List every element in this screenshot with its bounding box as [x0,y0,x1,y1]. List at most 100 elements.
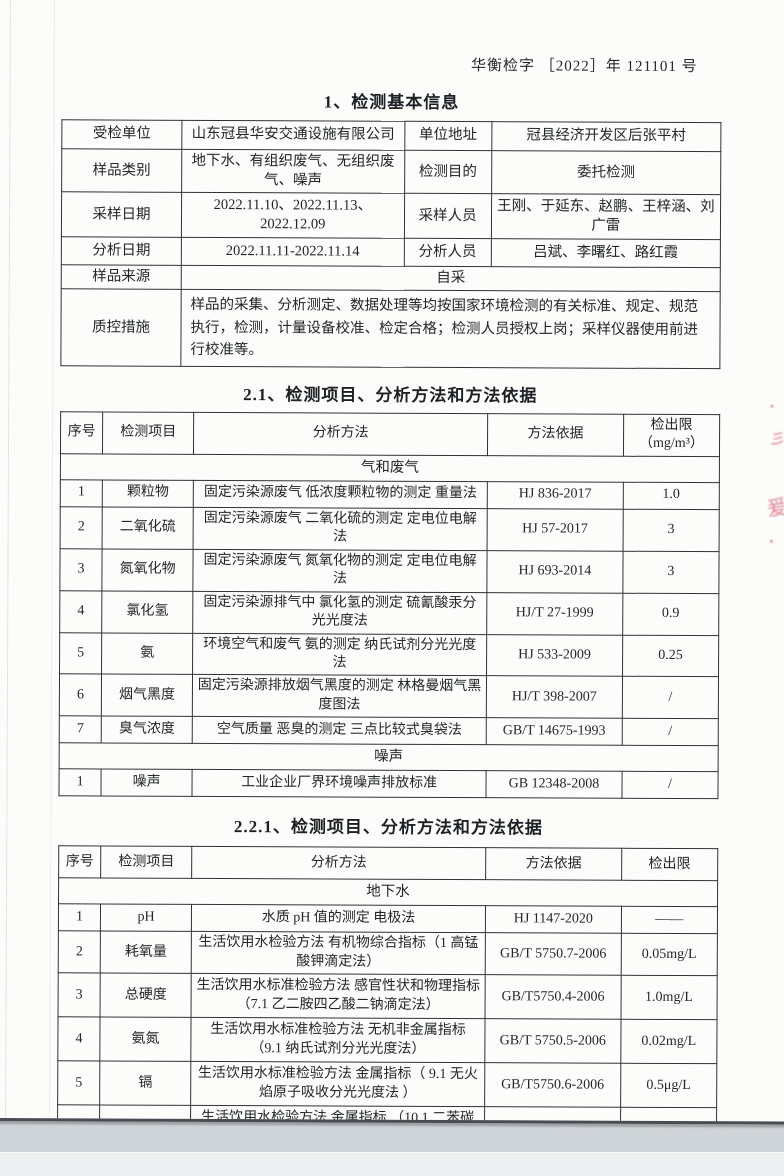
method-standard: GB/T 5750.7-2006 [485,933,622,976]
report-page: ▪ 彡 爰 ▪ 华衡检字 ［2022］年 121101 号 1、检测基本信息 受… [0,0,784,1125]
field-label: 分析日期 [61,237,182,266]
table-row: 2 二氧化硫 固定污染源废气 二氧化硫的测定 定电位电解法 HJ 57-2017… [60,506,720,552]
page-fold-line [5,0,11,1119]
table-row: 7 臭气浓度 空气质量 恶臭的测定 三点比较式臭袋法 GB/T 14675-19… [59,716,719,747]
method-standard: GB/T5750.4-2006 [485,975,621,1020]
red-seal-fragment-icon: ▪ [769,536,774,548]
method-standard: GB/T5750.6-2006 [484,1107,621,1125]
method-standard: GB/T 14675-1993 [486,718,623,746]
item-name: 氨氮 [99,1017,192,1062]
analysis-method: 固定污染源废气 氮氧化物的测定 定电位电解法 [192,549,488,593]
group-label: 气和废气 [60,453,720,483]
column-header: 序号 [60,411,103,454]
item-name: 氯化氢 [101,590,193,633]
detection-limit: 0.25 [622,634,719,678]
section1-title: 1、检测基本信息 [323,92,460,113]
detection-limit: 3 [622,508,720,552]
detection-limit: 0.05mg/L [620,933,718,977]
table-header-row: 序号 检测项目 分析方法 方法依据 检出限（mg/m³） [60,411,720,457]
row-index: 5 [59,632,102,675]
table-row: 受检单位 山东冠县华安交通设施有限公司 单位地址 冠县经济开发区后张平村 [61,119,721,152]
table-row: 分析日期 2022.11.11-2022.11.14 分析人员 吕斌、李曙红、路… [61,237,721,268]
method-standard: HJ 57-2017 [487,508,624,551]
detection-limit: / [622,676,719,720]
table-row: 1 pH 水质 pH 值的测定 电极法 HJ 1147-2020 —— [58,904,718,935]
analysis-method: 固定污染源废气 二氧化硫的测定 定电位电解法 [193,507,488,551]
row-index: 6 [59,674,102,717]
field-label: 样品来源 [61,265,182,290]
table-header-row: 序号 检测项目 分析方法 方法依据 检出限 [58,846,718,882]
gas-methods-table: 序号 检测项目 分析方法 方法依据 检出限（mg/m³） 气和废气 1 颗粒物 … [58,411,720,800]
group-label: 噪声 [59,743,719,773]
column-header: 检测项目 [100,846,192,879]
method-standard: HJ 693-2014 [486,550,623,593]
table-row: 3 氮氧化物 固定污染源废气 氮氧化物的测定 定电位电解法 HJ 693-201… [59,548,720,594]
field-label: 检测目的 [404,150,492,194]
field-label: 质控措施 [60,289,182,367]
field-value: 样品的采集、分析测定、数据处理等均按国家环境检测的有关标准、规定、规范执行，检测… [180,289,721,369]
row-index: 4 [59,590,103,633]
field-label: 分析人员 [403,238,492,267]
method-standard: GB 12348-2008 [485,771,622,799]
section221-title: 2.2.1、检测项目、分析方法和方法依据 [233,817,543,838]
row-index: 4 [57,1017,101,1062]
red-seal-fragment-icon: ▪ [770,401,774,413]
column-header: 检出限 [621,848,718,882]
column-header: 分析方法 [193,412,488,456]
item-name: 耗氧量 [100,931,192,974]
method-standard: HJ 533-2009 [486,634,623,677]
table-row: 样品类别 地下水、有组织废气、无组织废气、噪声 检测目的 委托检测 [61,148,721,195]
field-value: 吕斌、李曙红、路红霞 [490,238,721,268]
table-row: 5 镉 生活饮用水标准检验方法 金属指标（ 9.1 无火焰原子吸收分光光度法 ）… [57,1061,717,1109]
detection-limit: 3 [622,550,720,594]
row-index: 5 [57,1061,100,1106]
column-header: 检测项目 [102,411,194,455]
table-row: 1 颗粒物 固定污染源废气 低浓度颗粒物的测定 重量法 HJ 836-2017 … [60,479,720,510]
section21-title: 2.1、检测项目、分析方法和方法依据 [243,384,538,406]
table-group-row: 气和废气 [60,453,720,483]
analysis-method: 生活饮用水检验方法 有机物综合指标（1 高锰酸钾滴定法） [191,931,486,976]
method-standard: HJ 1147-2020 [485,906,622,934]
field-value: 山东冠县华安交通设施有限公司 [181,120,405,151]
field-label: 采样日期 [61,192,182,238]
analysis-method: 固定污染源排放烟气黑度的测定 林格曼烟气黑度图法 [192,674,487,719]
analysis-method: 工业企业厂界环境噪声排放标准 [192,769,487,799]
analysis-method: 生活饮用水标准检验方法 金属指标（ 9.1 无火焰原子吸收分光光度法 ） [190,1061,485,1108]
method-standard: HJ/T 27-1999 [486,592,623,635]
field-value: 自采 [181,265,721,293]
table-row: 质控措施 样品的采集、分析测定、数据处理等均按国家环境检测的有关标准、规定、规范… [60,289,721,369]
detection-limit: —— [621,906,718,935]
table-row: 4 氯化氢 固定污染源排气中 氯化氢的测定 硫氰酸汞分光光度法 HJ/T 27-… [59,590,719,636]
basic-info-table: 受检单位 山东冠县华安交通设施有限公司 单位地址 冠县经济开发区后张平村 样品类… [60,119,721,369]
field-value: 冠县经济开发区后张平村 [491,121,721,152]
row-index: 2 [60,506,103,549]
field-label: 采样人员 [404,193,492,239]
detection-limit: 0.9 [622,592,719,636]
item-name: 氮氧化物 [102,548,194,591]
item-name: 烟气黑度 [101,674,193,717]
analysis-method: 固定污染源废气 低浓度颗粒物的测定 重量法 [193,480,488,509]
item-name: pH [100,904,192,932]
detection-limit: 1.0mg/L [620,975,718,1021]
red-seal-fragment-icon: 彡 [767,429,784,450]
field-value: 2022.11.10、2022.11.13、2022.12.09 [181,192,405,239]
row-index: 1 [58,904,101,932]
table-row: 采样日期 2022.11.10、2022.11.13、2022.12.09 采样… [61,192,721,240]
detection-limit: 0.02mg/L [620,1019,718,1065]
document-number: 华衡检字 ［2022］年 121101 号 [470,58,698,76]
table-row: 5 氨 环境空气和废气 氨的测定 纳氏试剂分光光度法 HJ 533-2009 0… [59,632,719,678]
groundwater-methods-table: 序号 检测项目 分析方法 方法依据 检出限 地下水 1 pH 水质 pH 值的测… [57,846,718,1125]
analysis-method: 环境空气和废气 氨的测定 纳氏试剂分光光度法 [192,632,487,677]
item-name: 氨 [101,632,193,675]
method-standard: HJ 836-2017 [487,481,624,509]
analysis-method: 生活饮用水检验方法 金属指标 （10.1 二苯碳酰二肼分光光度法） [190,1105,485,1125]
analysis-method: 生活饮用水标准检验方法 感官性状和物理指标 （7.1 乙二胺四乙酸二钠滴定法） [191,973,486,1020]
row-index: 1 [60,479,103,507]
column-header: 分析方法 [191,846,486,881]
row-index: 3 [58,973,101,1018]
column-header: 检出限（mg/m³） [623,414,720,457]
row-index: 1 [58,769,102,797]
field-value: 王刚、于延东、赵鹏、王梓涵、刘广雷 [491,193,721,240]
detection-limit: 0.5μg/L [620,1063,717,1109]
item-name: 二氧化硫 [102,506,194,550]
